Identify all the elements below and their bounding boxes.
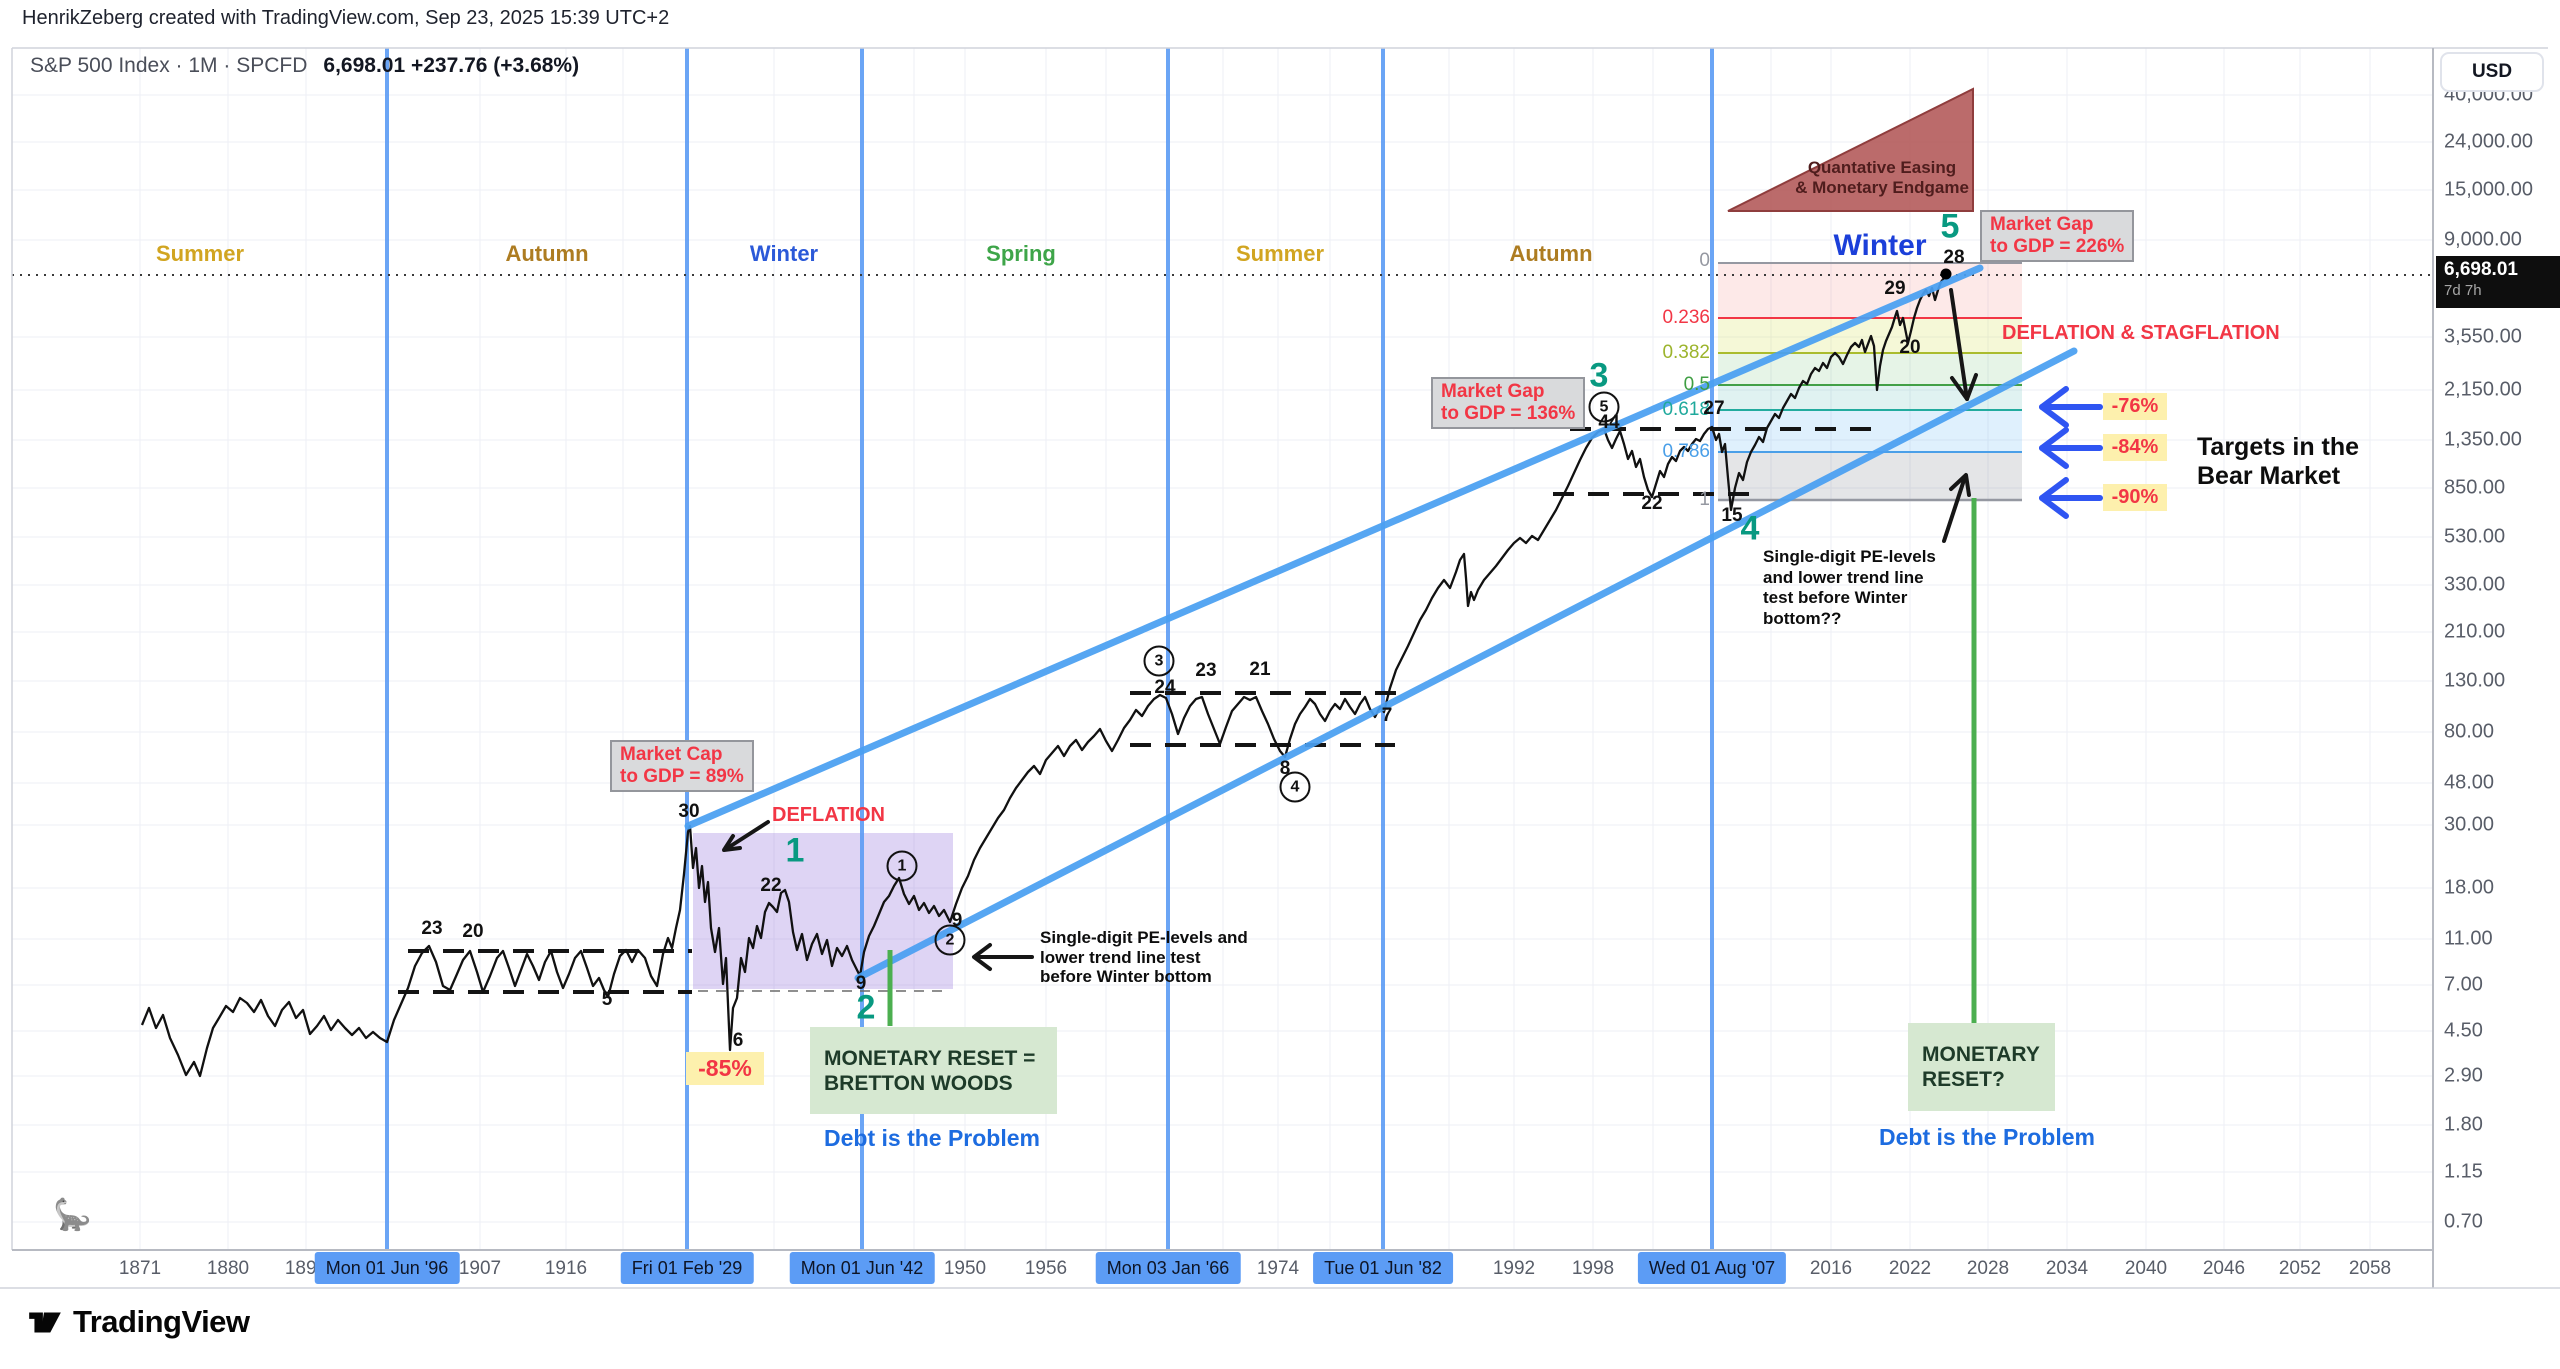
market-gap-136-line2: to GDP = 136% [1441, 403, 1576, 424]
market-gap-226-line2: to GDP = 226% [1990, 236, 2125, 257]
tradingview-logo-icon [29, 1312, 61, 1333]
bar-countdown: 7d 7h [2444, 282, 2482, 299]
event-date-flag[interactable]: Tue 01 Jun '82 [1313, 1252, 1453, 1284]
mr-bw-line1: MONETARY RESET = [824, 1046, 1036, 1070]
deflation-zone-box [693, 833, 953, 989]
event-date-flag[interactable]: Mon 01 Jun '96 [314, 1252, 460, 1284]
price-end-dot [1940, 268, 1952, 280]
black-arrow-shaft [1942, 475, 1967, 543]
pe-left-line1: Single-digit PE-levels and [1040, 928, 1248, 947]
qe-line1: Quantative Easing [1807, 158, 1957, 177]
market-cap-line2: to GDP = 89% [620, 766, 744, 787]
trend-channel-line [854, 347, 2078, 982]
tradingview-wordmark: TradingView [73, 1304, 250, 1339]
drawdown-85-chip[interactable]: -85% [686, 1052, 764, 1085]
market-gap-226-line1: Market Gap [1990, 214, 2094, 235]
mr-bw-line2: BRETTON WOODS [824, 1071, 1013, 1095]
last-price-flag: 6,698.01 7d 7h [2436, 256, 2560, 308]
black-arrow-shaft [724, 820, 770, 851]
currency-button[interactable]: USD [2440, 52, 2544, 92]
monetary-reset-question-box[interactable]: MONETARY RESET? [1908, 1023, 2055, 1111]
credit-text: HenrikZeberg created with TradingView.co… [22, 7, 670, 29]
pe-left-line2: lower trend line test [1040, 947, 1201, 967]
pe-note-right[interactable]: Single-digit PE-levels and lower trend l… [1763, 547, 1936, 629]
market-gap-gdp-136-box[interactable]: Market Gap to GDP = 136% [1431, 377, 1586, 429]
pe-right-line4: bottom?? [1763, 608, 1842, 628]
black-arrow-head [722, 834, 742, 852]
market-gap-136-line1: Market Gap [1441, 381, 1545, 402]
debt-problem-label-left[interactable]: Debt is the Problem [824, 1125, 1040, 1151]
event-date-flag[interactable]: Wed 01 Aug '07 [1637, 1252, 1787, 1284]
blue-arrow-head [2039, 477, 2069, 519]
mr-q-text: MONETARY RESET? [1922, 1043, 2040, 1091]
black-arrow-head [972, 943, 992, 971]
pe-right-line1: Single-digit PE-levels [1763, 547, 1936, 566]
market-cap-gdp-89-box[interactable]: Market Cap to GDP = 89% [610, 740, 754, 792]
pe-right-line2: and lower trend line [1763, 567, 1924, 587]
qe-triangle-shape [1727, 87, 1974, 212]
bear-market-targets-title[interactable]: Targets in the Bear Market [2197, 433, 2359, 491]
black-arrow-head [1949, 473, 1971, 497]
symbol-title: S&P 500 Index · 1M · SPCFD [30, 54, 308, 77]
target-84-chip[interactable]: -84% [2103, 434, 2167, 461]
qe-triangle-label[interactable]: Quantative Easing & Monetary Endgame [1786, 158, 1978, 198]
last-price-value: 6,698.01 [2444, 259, 2518, 280]
symbol-bar[interactable]: S&P 500 Index · 1M · SPCFD 6,698.01 +237.… [30, 54, 579, 78]
target-76-chip[interactable]: -76% [2103, 393, 2167, 420]
target-90-chip[interactable]: -90% [2103, 484, 2167, 511]
targets-line2: Bear Market [2197, 462, 2341, 490]
pe-note-left[interactable]: Single-digit PE-levels and lower trend l… [1040, 928, 1248, 987]
black-arrow-shaft [1949, 288, 1969, 401]
price-line [140, 273, 1948, 1078]
event-date-flag[interactable]: Mon 03 Jan '66 [1095, 1252, 1241, 1284]
blue-arrow-head [2039, 427, 2069, 469]
pe-left-line3: before Winter bottom [1040, 967, 1212, 986]
targets-line1: Targets in the [2197, 433, 2360, 461]
market-gap-gdp-226-box[interactable]: Market Gap to GDP = 226% [1980, 210, 2135, 262]
market-cap-line1: Market Cap [620, 744, 723, 765]
monetary-reset-bretton-woods-box[interactable]: MONETARY RESET = BRETTON WOODS [810, 1027, 1057, 1114]
black-arrow-head [1950, 373, 1978, 401]
event-date-flag[interactable]: Fri 01 Feb '29 [620, 1252, 754, 1284]
symbol-price-change: 6,698.01 +237.76 (+3.68%) [323, 54, 580, 77]
pe-right-line3: test before Winter [1763, 588, 1908, 607]
event-date-flag[interactable]: Mon 01 Jun '42 [789, 1252, 935, 1284]
deflation-label[interactable]: DEFLATION [772, 804, 885, 826]
dino-sticker-icon[interactable]: 🦕 [53, 1197, 92, 1232]
trend-channel-line [684, 264, 1984, 830]
deflation-stagflation-label[interactable]: DEFLATION & STAGFLATION [2002, 322, 2280, 344]
debt-problem-label-right[interactable]: Debt is the Problem [1879, 1124, 2095, 1150]
tradingview-logo[interactable]: TradingView [26, 1303, 250, 1341]
currency-label: USD [2471, 61, 2513, 82]
blue-arrow-head [2039, 386, 2069, 428]
qe-line2: & Monetary Endgame [1795, 178, 1969, 197]
